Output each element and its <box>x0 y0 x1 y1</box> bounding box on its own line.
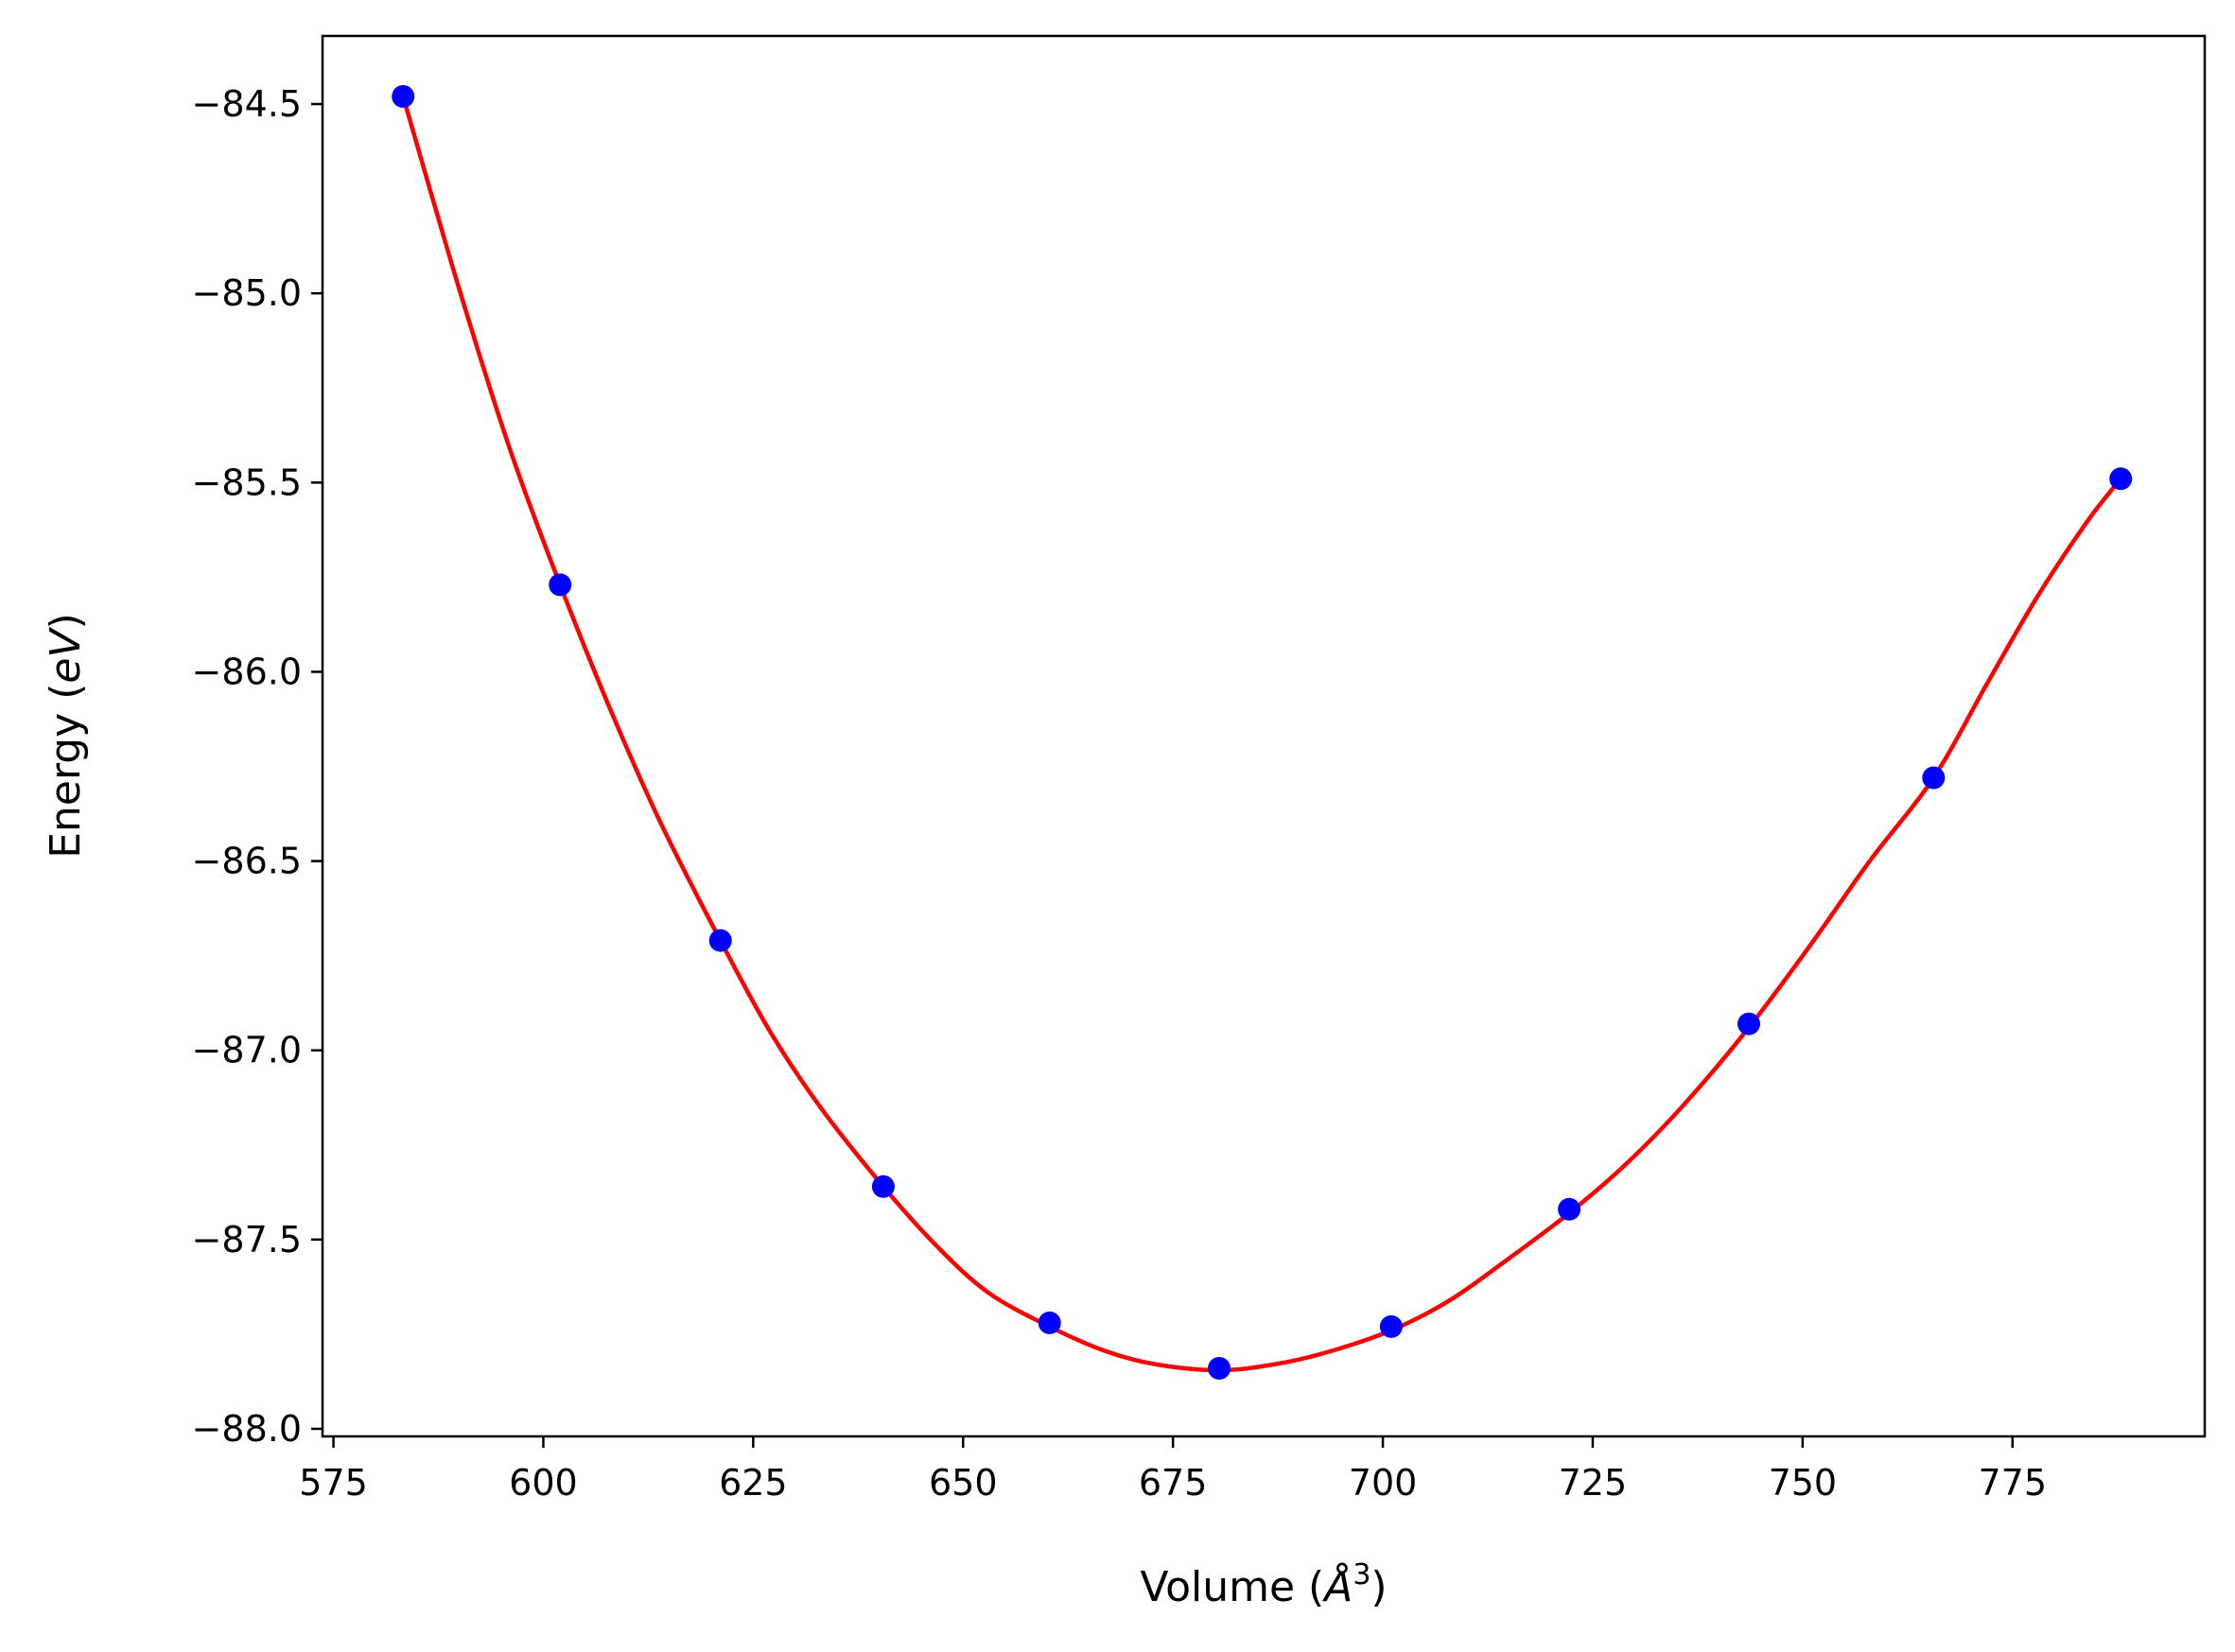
data-point <box>1379 1314 1403 1338</box>
data-point <box>392 85 415 108</box>
plot-area <box>392 85 2133 1380</box>
data-point <box>1208 1357 1231 1380</box>
x-tick-label: 650 <box>929 1462 998 1504</box>
x-tick-label: 575 <box>299 1462 368 1504</box>
y-axis-label: Energy (eV) <box>42 613 90 859</box>
data-point <box>1737 1012 1760 1035</box>
data-point <box>871 1174 895 1198</box>
y-tick-label: −85.0 <box>192 272 302 314</box>
y-tick-label: −87.5 <box>192 1219 302 1261</box>
x-axis-ticks: 575 600 625 650 675 700 725 750 775 <box>299 1436 2047 1504</box>
y-tick-label: −86.0 <box>192 651 302 692</box>
x-tick-label: 750 <box>1769 1462 1838 1504</box>
data-point <box>2109 467 2133 491</box>
y-tick-label: −85.5 <box>192 461 302 503</box>
x-tick-label: 775 <box>1978 1462 2047 1504</box>
data-point <box>1922 766 1946 790</box>
data-point <box>549 573 572 597</box>
data-point <box>708 929 732 952</box>
data-point <box>1558 1197 1581 1221</box>
x-tick-label: 625 <box>719 1462 788 1504</box>
x-tick-label: 700 <box>1349 1462 1418 1504</box>
x-axis-label: Volume (Å3) <box>1140 1558 1387 1611</box>
y-tick-label: −86.5 <box>192 841 302 882</box>
axes-frame <box>321 34 2207 1438</box>
x-tick-label: 725 <box>1559 1462 1628 1504</box>
y-axis-ticks: −84.5 −85.0 −85.5 −86.0 −86.5 −87.0 −87.5 −88.0 <box>192 83 323 1450</box>
fit-curve <box>401 96 2122 1373</box>
x-tick-label: 675 <box>1139 1462 1208 1504</box>
y-tick-label: −88.0 <box>192 1408 302 1450</box>
y-tick-label: −87.0 <box>192 1030 302 1071</box>
data-point <box>1038 1311 1061 1334</box>
y-tick-label: −84.5 <box>192 83 302 125</box>
x-tick-label: 600 <box>509 1462 578 1504</box>
